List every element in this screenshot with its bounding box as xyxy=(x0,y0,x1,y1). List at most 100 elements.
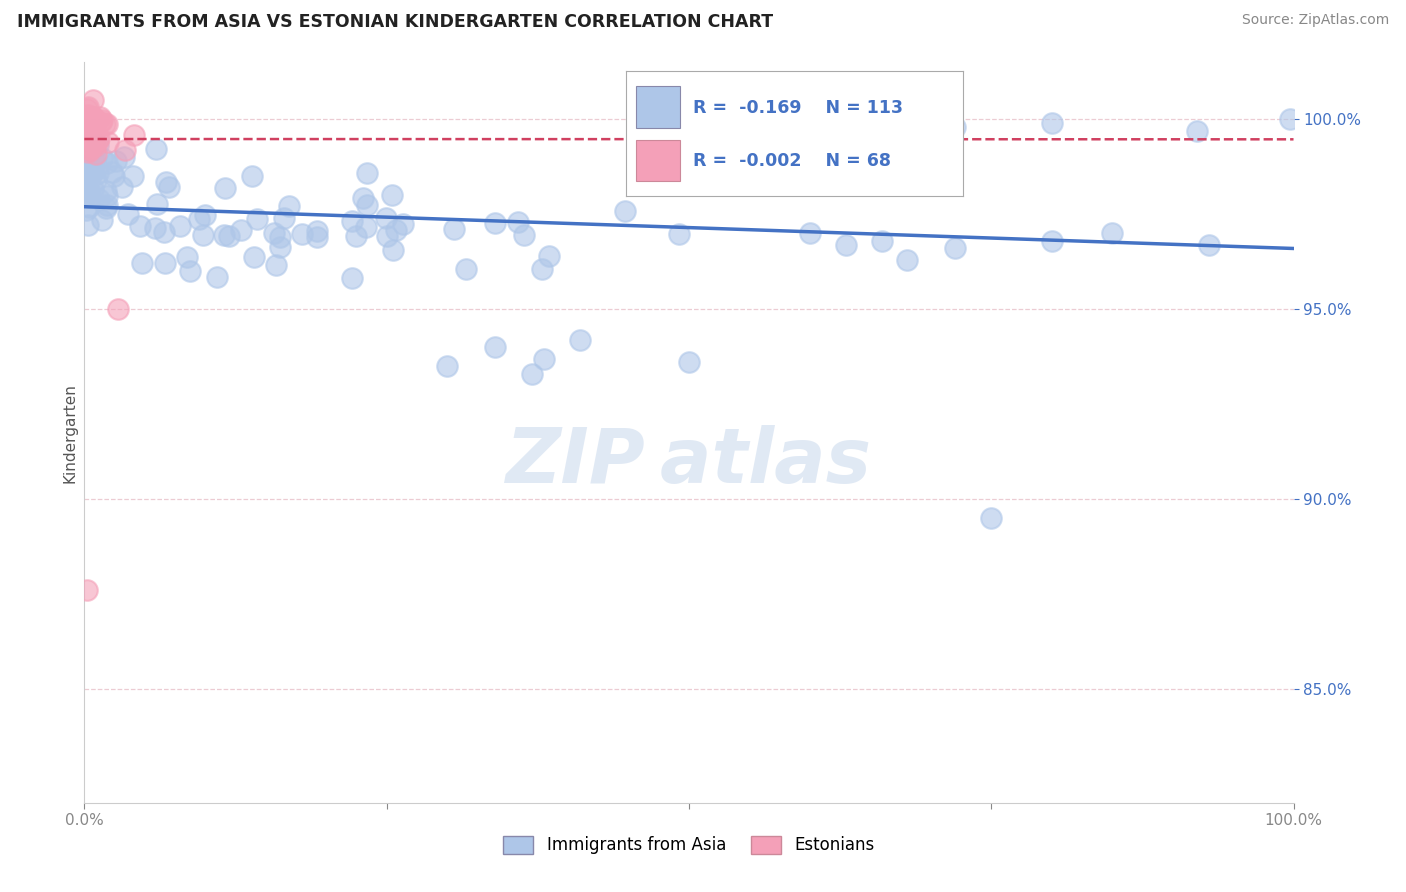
Point xyxy=(96,156,118,170)
Point xyxy=(82,94,104,108)
Point xyxy=(75,137,97,152)
Point xyxy=(84,139,107,153)
Point xyxy=(76,118,98,132)
Point xyxy=(117,207,139,221)
Point xyxy=(1040,234,1063,248)
Point xyxy=(77,200,100,214)
Point xyxy=(143,220,166,235)
Point xyxy=(77,218,100,232)
Point xyxy=(80,130,103,145)
Point xyxy=(77,125,100,139)
Point xyxy=(436,359,458,374)
Point xyxy=(83,125,105,139)
Point xyxy=(76,102,98,116)
Point xyxy=(76,100,98,114)
Point xyxy=(356,165,378,179)
Point xyxy=(1040,116,1063,130)
Point xyxy=(82,131,104,145)
Text: R =  -0.169    N = 113: R = -0.169 N = 113 xyxy=(693,99,903,117)
Point xyxy=(155,175,177,189)
Point xyxy=(80,140,103,154)
Point xyxy=(513,228,536,243)
Point xyxy=(75,154,97,169)
Point xyxy=(75,114,97,128)
Point xyxy=(340,270,363,285)
Point xyxy=(87,138,110,153)
Point xyxy=(110,180,132,194)
Point xyxy=(188,211,211,226)
Point xyxy=(269,240,291,254)
Point xyxy=(93,117,115,131)
Point xyxy=(129,219,152,233)
Point xyxy=(96,198,118,212)
Point xyxy=(103,169,125,184)
Point xyxy=(122,128,145,142)
Point xyxy=(76,583,98,598)
Point xyxy=(264,258,287,272)
Legend: Immigrants from Asia, Estonians: Immigrants from Asia, Estonians xyxy=(496,829,882,861)
Point xyxy=(76,187,98,202)
Point xyxy=(340,214,363,228)
Point xyxy=(307,230,329,244)
Point xyxy=(859,120,882,134)
Point xyxy=(76,112,98,127)
Y-axis label: Kindergarten: Kindergarten xyxy=(62,383,77,483)
Point xyxy=(263,226,285,240)
Point xyxy=(385,223,408,237)
Point xyxy=(75,122,97,136)
Point xyxy=(169,219,191,234)
Point xyxy=(823,116,845,130)
Point xyxy=(89,110,111,124)
Point xyxy=(157,180,180,194)
Point xyxy=(153,225,176,239)
Point xyxy=(83,112,105,127)
Point xyxy=(530,262,553,277)
Point xyxy=(79,165,101,179)
Point xyxy=(896,124,918,138)
Point xyxy=(77,111,100,125)
Point xyxy=(75,121,97,136)
Point xyxy=(76,120,98,135)
Point xyxy=(82,110,104,124)
Point xyxy=(375,228,398,243)
Bar xyxy=(636,140,679,181)
Point xyxy=(1101,227,1123,241)
Point xyxy=(75,126,97,140)
Point xyxy=(218,228,240,243)
Point xyxy=(73,176,96,190)
Point xyxy=(354,219,377,234)
Point xyxy=(278,199,301,213)
Point xyxy=(76,124,98,138)
Point xyxy=(90,151,112,165)
Point xyxy=(122,169,145,183)
Text: IMMIGRANTS FROM ASIA VS ESTONIAN KINDERGARTEN CORRELATION CHART: IMMIGRANTS FROM ASIA VS ESTONIAN KINDERG… xyxy=(17,13,773,31)
Point xyxy=(1185,124,1208,138)
Point xyxy=(82,113,104,128)
Point xyxy=(86,147,108,161)
Point xyxy=(212,227,235,242)
Point xyxy=(346,229,368,244)
Point xyxy=(105,154,128,169)
Point xyxy=(176,250,198,264)
Point xyxy=(76,128,98,142)
Point xyxy=(84,173,107,187)
Text: Source: ZipAtlas.com: Source: ZipAtlas.com xyxy=(1241,13,1389,28)
Point xyxy=(231,223,253,237)
Point xyxy=(82,165,104,179)
Point xyxy=(107,302,129,317)
Point xyxy=(89,131,111,145)
Point xyxy=(77,169,100,183)
Point xyxy=(533,351,555,366)
Point xyxy=(82,150,104,164)
Point xyxy=(76,116,98,130)
Point xyxy=(932,116,955,130)
Point xyxy=(80,115,103,129)
Point xyxy=(569,333,592,347)
Point xyxy=(75,118,97,132)
Point xyxy=(246,211,269,226)
Point xyxy=(73,119,96,133)
Point xyxy=(73,121,96,136)
Point xyxy=(96,201,118,215)
Point xyxy=(79,128,101,142)
Point xyxy=(101,165,124,179)
